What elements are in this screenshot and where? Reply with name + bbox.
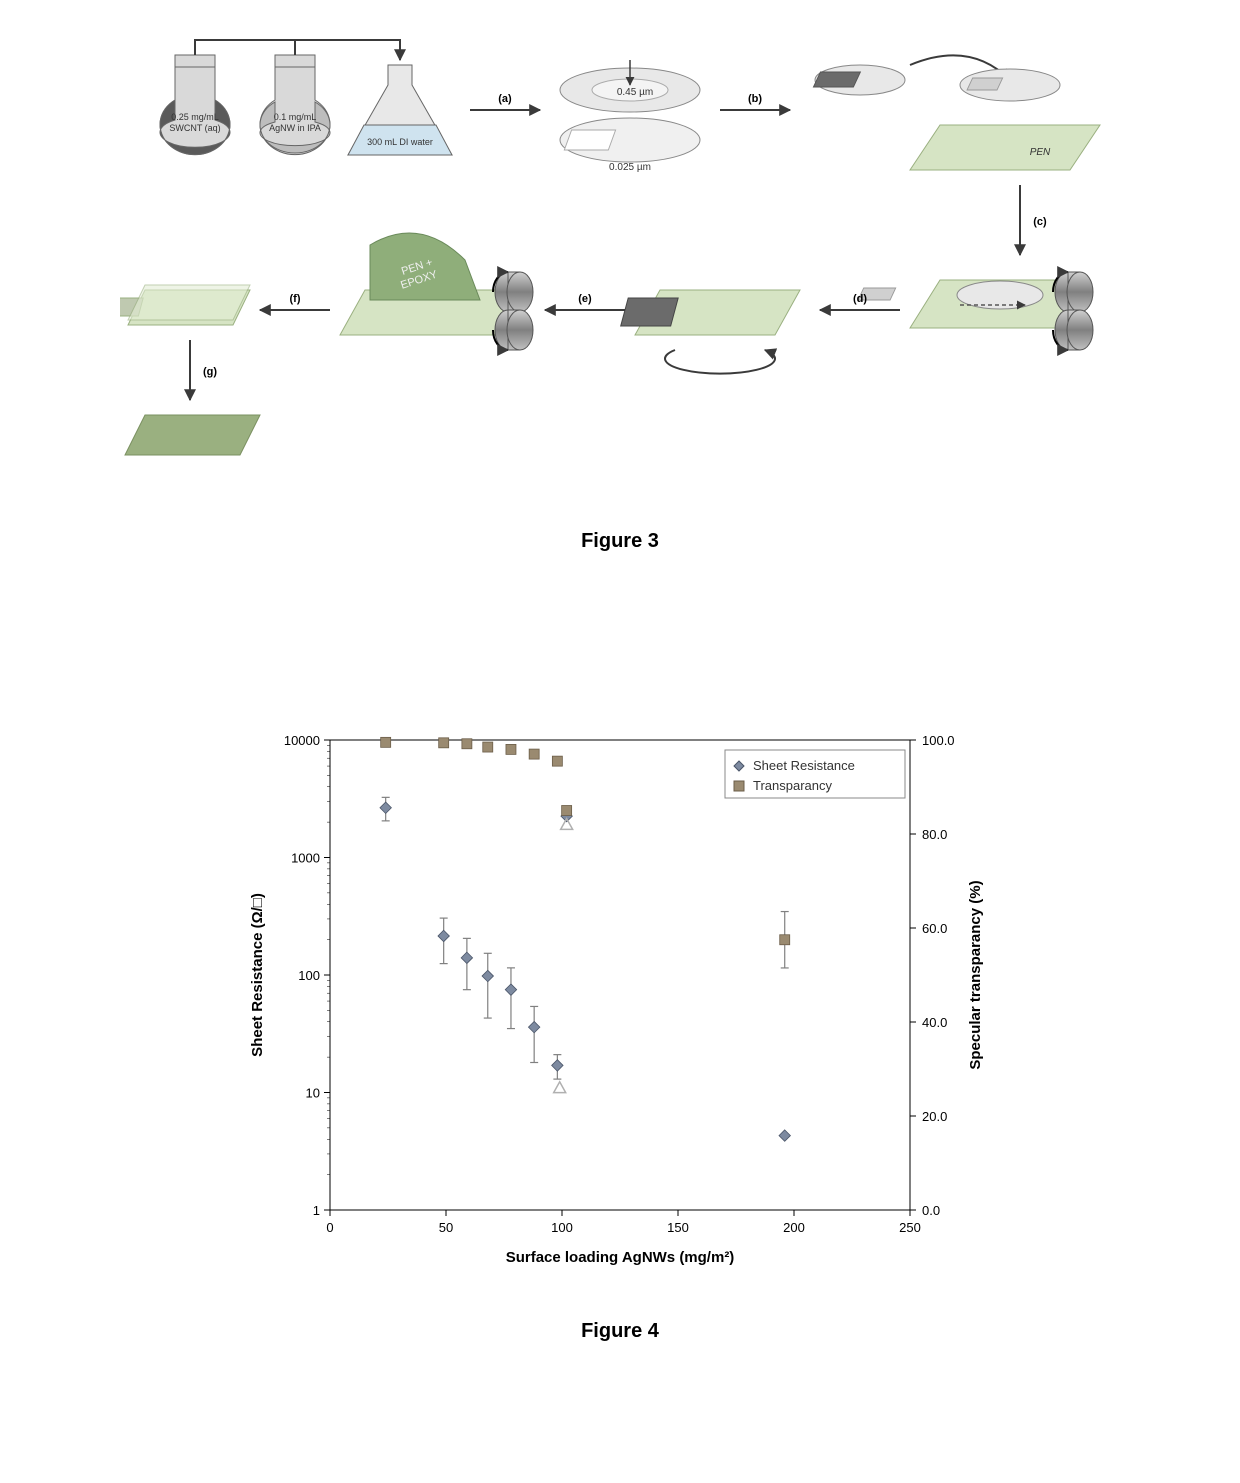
filter-stack: 0.45 µm 0.025 µm <box>560 60 700 173</box>
step-label-b: (b) <box>748 93 762 105</box>
flask-agnw-label-2: AgNW in IPA <box>269 123 321 133</box>
svg-text:60.0: 60.0 <box>922 921 947 936</box>
svg-text:0.0: 0.0 <box>922 1203 940 1218</box>
svg-text:Surface loading AgNWs (mg/m²): Surface loading AgNWs (mg/m²) <box>506 1249 735 1266</box>
svg-text:Specular transparancy (%): Specular transparancy (%) <box>967 880 984 1069</box>
svg-text:1: 1 <box>313 1203 320 1218</box>
svg-text:100: 100 <box>551 1220 573 1235</box>
svg-text:10: 10 <box>306 1086 320 1101</box>
transfer-to-substrate: PEN <box>813 55 1100 170</box>
flask-agnw-label-1: 0.1 mg/mL <box>274 112 317 122</box>
figure4-caption: Figure 4 <box>0 1320 1240 1343</box>
svg-text:1000: 1000 <box>291 851 320 866</box>
step-label-d: (d) <box>853 293 867 305</box>
flask-water-label: 300 mL DI water <box>367 137 433 147</box>
figure3-diagram: 0.25 mg/mL SWCNT (aq) 0.1 mg/mL AgNW in … <box>120 30 1120 470</box>
step-label-a: (a) <box>498 93 512 105</box>
svg-text:Sheet Resistance (Ω/□): Sheet Resistance (Ω/□) <box>249 893 266 1057</box>
flask-swcnt-label-1: 0.25 mg/mL <box>171 112 219 122</box>
flip-substrate <box>621 290 800 374</box>
step-label-c: (c) <box>1033 216 1047 228</box>
step-label-e: (e) <box>578 293 592 305</box>
roller-press-2: PEN + EPOXY <box>340 233 533 350</box>
figure3-svg: 0.25 mg/mL SWCNT (aq) 0.1 mg/mL AgNW in … <box>120 30 1120 470</box>
figure4-chart: 0 50 100 150 200 250 Surface loading AgNWs (mg… <box>240 720 1000 1280</box>
flask-swcnt-label-2: SWCNT (aq) <box>169 123 220 133</box>
svg-text:40.0: 40.0 <box>922 1015 947 1030</box>
final-substrate <box>120 415 260 455</box>
figure4-svg: 0 50 100 150 200 250 Surface loading AgNWs (mg… <box>240 720 1000 1280</box>
svg-text:50: 50 <box>439 1220 453 1235</box>
step-label-f: (f) <box>290 293 301 305</box>
svg-text:80.0: 80.0 <box>922 827 947 842</box>
svg-text:20.0: 20.0 <box>922 1109 947 1124</box>
svg-text:100.0: 100.0 <box>922 733 955 748</box>
flask-di-water: 300 mL DI water <box>348 65 452 155</box>
svg-text:250: 250 <box>899 1220 921 1235</box>
step-label-g: (g) <box>203 366 217 378</box>
filter-top-label: 0.45 µm <box>617 87 653 98</box>
svg-text:0: 0 <box>326 1220 333 1235</box>
flask-agnw: 0.1 mg/mL AgNW in IPA <box>260 55 330 155</box>
svg-text:Sheet Resistance: Sheet Resistance <box>753 758 855 773</box>
svg-text:200: 200 <box>783 1220 805 1235</box>
svg-text:100: 100 <box>298 968 320 983</box>
svg-text:150: 150 <box>667 1220 689 1235</box>
figure3-caption: Figure 3 <box>0 530 1240 553</box>
svg-text:10000: 10000 <box>284 733 320 748</box>
flask-swcnt: 0.25 mg/mL SWCNT (aq) <box>160 55 230 155</box>
filter-bottom-label: 0.025 µm <box>609 162 651 173</box>
laminated-stack <box>120 285 250 325</box>
svg-text:Transparancy: Transparancy <box>753 778 832 793</box>
substrate-label: PEN <box>1030 147 1051 158</box>
